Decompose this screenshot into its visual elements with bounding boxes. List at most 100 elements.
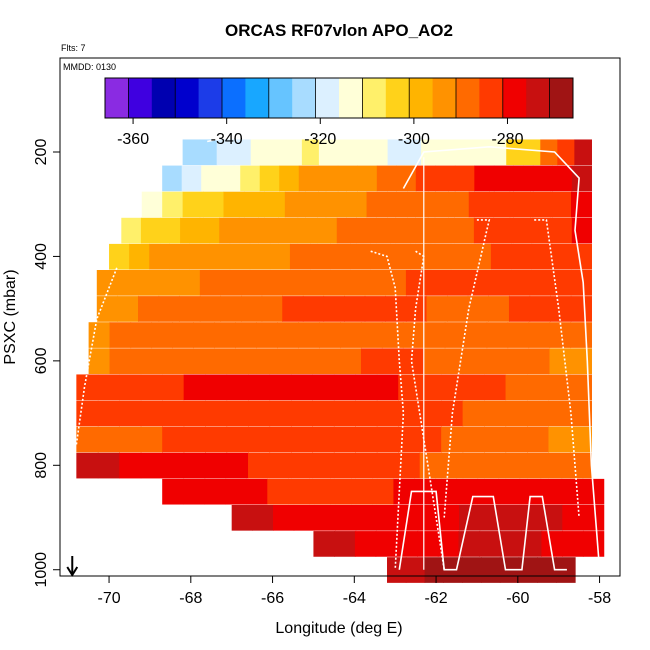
- colorbar-tick-label: -280: [491, 131, 523, 148]
- heatmap-cell: [484, 426, 507, 453]
- heatmap-cell: [398, 374, 421, 401]
- heatmap-cell: [76, 426, 99, 453]
- heatmap-cell: [405, 296, 428, 322]
- flight-track-line: [402, 145, 601, 570]
- heatmap-cell: [552, 217, 573, 244]
- heatmap-cell: [223, 191, 245, 218]
- heatmap-cell: [138, 270, 160, 296]
- heatmap-cell: [169, 243, 191, 270]
- heatmap-cell: [183, 478, 205, 505]
- heatmap-cell: [360, 348, 383, 374]
- heatmap-cell: [117, 270, 139, 296]
- heatmap-cell: [355, 452, 378, 479]
- flight-track-line: [207, 135, 261, 143]
- heatmap-cell: [404, 139, 422, 166]
- heatmap-cell: [488, 296, 510, 322]
- heatmap-cell: [269, 452, 292, 479]
- heatmap-cell: [182, 139, 201, 166]
- heatmap-cell: [162, 400, 185, 427]
- heatmap-cell: [226, 452, 249, 479]
- heatmap-cell: [203, 191, 225, 218]
- heatmap-cell: [193, 322, 215, 348]
- heatmap-cells: [76, 139, 605, 583]
- heatmap-cell: [140, 452, 163, 479]
- heatmap-cell: [76, 400, 99, 427]
- heatmap-cell: [523, 139, 541, 166]
- heatmap-cell: [205, 452, 228, 479]
- colorbar-segment: [549, 78, 574, 118]
- heatmap-cell: [140, 374, 163, 401]
- colorbar-segment: [292, 78, 317, 118]
- heatmap-cell: [419, 452, 442, 479]
- heatmap-cell: [267, 139, 286, 166]
- x-tick-label: -62: [424, 590, 447, 607]
- heatmap-cell: [484, 452, 507, 479]
- heatmap-cell: [387, 139, 405, 166]
- heatmap-cell: [214, 322, 236, 348]
- heatmap-cell: [500, 504, 522, 531]
- heatmap-cell: [231, 504, 253, 531]
- heatmap-cell: [354, 531, 377, 557]
- heatmap-cell: [96, 296, 118, 322]
- heatmap-cell: [302, 270, 325, 296]
- heatmap-cell: [435, 478, 458, 505]
- heatmap-cell: [415, 165, 436, 192]
- heatmap-cell: [97, 426, 120, 453]
- heatmap-cell: [183, 452, 206, 479]
- heatmap-cell: [570, 348, 592, 374]
- heatmap-cell: [438, 504, 460, 531]
- heatmap-cell: [490, 243, 512, 270]
- heatmap-cell: [333, 400, 356, 427]
- heatmap-cell: [277, 322, 299, 348]
- heatmap-cell: [441, 452, 464, 479]
- heatmap-cell: [405, 270, 428, 296]
- heatmap-cell: [410, 243, 432, 270]
- y-tick-label: 600: [33, 347, 50, 374]
- heatmap-cell: [140, 400, 163, 427]
- heatmap-cell: [162, 191, 184, 218]
- heatmap-cell: [540, 478, 563, 505]
- flight-track-line: [398, 490, 567, 571]
- heatmap-cell: [419, 400, 442, 427]
- heatmap-cell: [398, 426, 421, 453]
- heatmap-cell: [199, 217, 220, 244]
- colorbar-segment: [175, 78, 200, 118]
- heatmap-cell: [498, 478, 521, 505]
- heatmap-cell: [298, 322, 320, 348]
- heatmap-cell: [333, 452, 356, 479]
- colorbar-tick-label: -320: [304, 131, 336, 148]
- flights-label: Flts: 7: [61, 43, 86, 53]
- heatmap-cell: [364, 296, 386, 322]
- y-tick-label: 800: [33, 452, 50, 479]
- heatmap-cell: [340, 348, 362, 374]
- heatmap-cell: [226, 426, 249, 453]
- heatmap-cell: [246, 478, 268, 505]
- heatmap-cell: [151, 322, 174, 348]
- heatmap-cell: [435, 165, 456, 192]
- heatmap-cell: [527, 452, 550, 479]
- heatmap-cell: [325, 191, 347, 218]
- heatmap-cell: [290, 452, 314, 479]
- heatmap-cell: [219, 217, 240, 244]
- heatmap-cell: [181, 165, 202, 192]
- heatmap-cell: [269, 400, 292, 427]
- heatmap-cell: [318, 139, 337, 166]
- heatmap-cell: [493, 217, 514, 244]
- heatmap-cell: [278, 217, 299, 244]
- heatmap-cell: [351, 478, 374, 505]
- heatmap-cell: [467, 270, 489, 296]
- heatmap-cell: [582, 504, 605, 531]
- heatmap-cell: [279, 165, 300, 192]
- heatmap-cell: [541, 531, 563, 557]
- heatmap-cell: [434, 217, 455, 244]
- heatmap-cell: [582, 531, 605, 557]
- heatmap-cell: [489, 139, 507, 166]
- heatmap-cell: [97, 452, 120, 479]
- heatmap-cell: [76, 452, 99, 479]
- heatmap-cell: [344, 270, 366, 296]
- heatmap-cell: [571, 243, 592, 270]
- heatmap-cell: [426, 296, 448, 322]
- heatmap-cell: [172, 322, 194, 348]
- heatmap-cell: [427, 191, 449, 218]
- heatmap-cell: [335, 139, 354, 166]
